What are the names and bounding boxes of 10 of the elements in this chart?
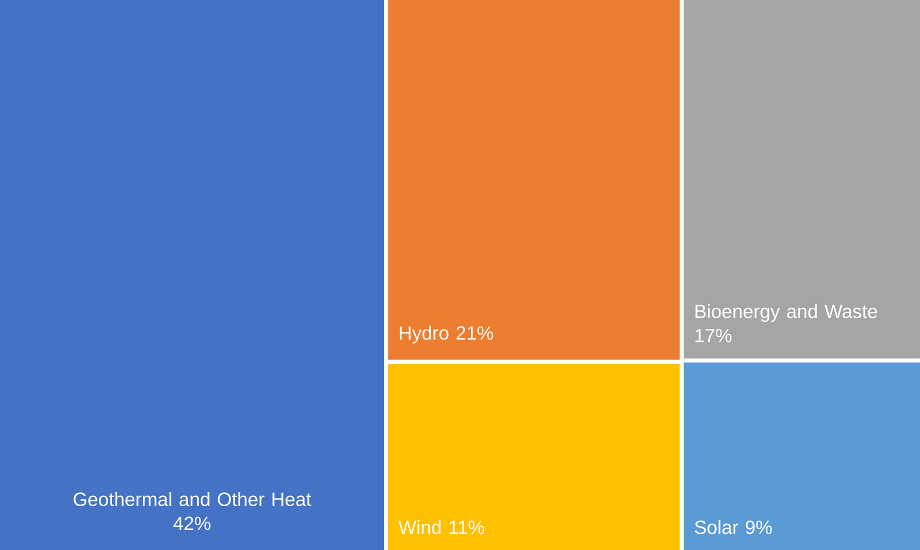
data-label: 9% [746, 520, 772, 534]
data-label: 21% [456, 326, 494, 340]
category-label: Geothermal and Other Heat [74, 492, 312, 506]
category-label: Bioenergy and Waste [696, 304, 878, 322]
data-label: 11% [450, 520, 484, 534]
category-label: Wind [398, 520, 441, 534]
category-label: Hydro [400, 326, 448, 344]
data-label: 17% [695, 328, 732, 342]
category-label: Solar [694, 520, 738, 534]
data-label: 42% [173, 516, 210, 530]
